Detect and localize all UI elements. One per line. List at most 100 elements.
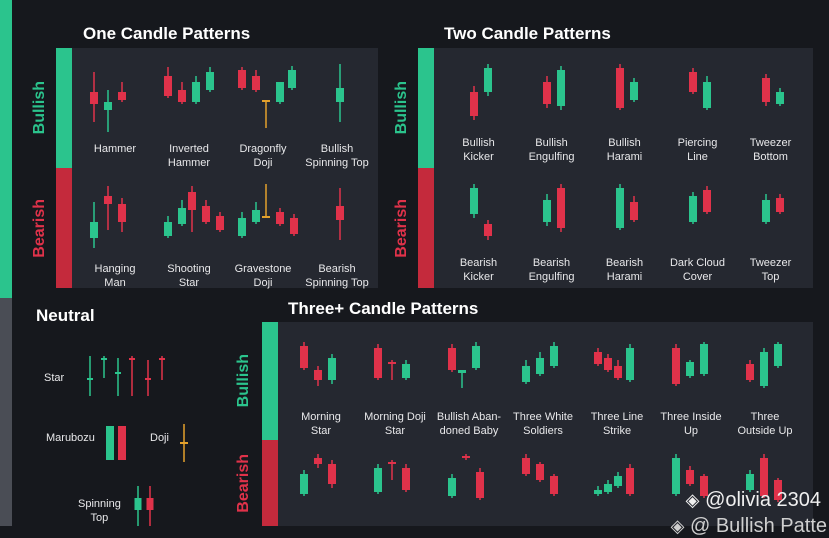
candle-body (700, 344, 708, 374)
candle-body (178, 208, 186, 224)
candle-body (402, 468, 410, 490)
pattern-label: Bullish Kicker (462, 137, 495, 163)
bullish-pattern-card: Hammer (78, 48, 152, 168)
candle-body (106, 426, 114, 460)
pattern-label: Hanging Man (94, 263, 136, 289)
pattern-chart (542, 66, 565, 110)
three-bullish-label: Bullish (235, 354, 252, 408)
candle-body (672, 348, 680, 384)
pattern-label: Three Inside Up (660, 411, 722, 437)
candle-body (252, 210, 260, 222)
pattern-chart (688, 186, 711, 224)
candle-body (180, 442, 188, 444)
two-candle-panel: Bullish Kicker Bullish Engulfing Bullish H… (418, 48, 813, 288)
candle-body (761, 78, 770, 102)
two-candle-title: Two Candle Patterns (444, 24, 611, 43)
candle-body (448, 478, 456, 496)
candle-body (522, 458, 530, 474)
candle-body (688, 196, 697, 222)
candle-body (702, 82, 711, 108)
pattern-chart (300, 342, 336, 386)
candle-body (134, 498, 142, 510)
one-candle-panel: Hammer Inverted Hammer Dragonfly Doji Bulli… (56, 48, 378, 289)
bearish-side (56, 168, 72, 288)
neutral-doji-label: Doji (150, 432, 169, 444)
candle-body (469, 188, 478, 214)
bearish-pattern-chart (672, 454, 708, 498)
candle-body (104, 196, 112, 204)
candle-body (615, 188, 624, 228)
candle-body (536, 464, 544, 480)
bearish-pattern-card: Bearish Spinning Top (300, 168, 374, 289)
candle-body (314, 458, 322, 464)
pattern-label: Tweezer Top (749, 257, 792, 283)
candle-body (129, 358, 135, 360)
candle-body (276, 82, 284, 102)
candle-body (604, 358, 612, 370)
candle-body (288, 70, 296, 88)
candle-body (775, 198, 784, 212)
candle-body (115, 372, 121, 374)
candle-body (118, 92, 126, 100)
candle-body (388, 462, 396, 464)
candle-body (276, 212, 284, 224)
pattern-chart (374, 344, 410, 380)
pattern-chart (336, 64, 344, 122)
pattern-label: Shooting Star (167, 263, 211, 289)
bullish-pattern-card: Piercing Line (661, 48, 734, 168)
candle-body (550, 476, 558, 494)
candle-body (615, 68, 624, 108)
neutral-spinning-label: Spinning Top (78, 498, 121, 524)
bearish-pattern-chart (300, 454, 336, 496)
two-bearish-label-wrap: Bearish (390, 168, 414, 288)
bearish-pattern-card: Shooting Star (152, 168, 226, 289)
pattern-chart (90, 72, 126, 132)
bullish-pattern-card: Bullish Harami (588, 48, 661, 168)
candle-body (472, 346, 480, 368)
candle-body (458, 370, 466, 373)
candle-body (178, 90, 186, 102)
candle-body (388, 362, 396, 364)
pattern-label: Three Outside Up (737, 411, 793, 437)
two-bullish-label: Bullish (393, 81, 410, 135)
one-bearish-label: Bearish (31, 198, 48, 258)
candle-body (374, 468, 382, 492)
bullish-pattern-card: Bullish Kicker (442, 48, 515, 168)
candle-body (336, 88, 344, 102)
candle-body (238, 218, 246, 236)
bullish-pattern-card: Morning Star (284, 322, 358, 440)
candle-body (476, 472, 484, 498)
pattern-chart (448, 342, 480, 388)
neutral-candles (87, 356, 188, 526)
bearish-pattern-card: Hanging Man (78, 168, 152, 289)
bearish-pattern-card: Bearish Kicker (442, 168, 515, 288)
candle-body (336, 206, 344, 220)
candle-body (90, 222, 98, 238)
pattern-label: Morning Doji Star (364, 411, 426, 437)
candle-body (118, 204, 126, 222)
candle-body (90, 92, 98, 104)
candle-body (746, 474, 754, 490)
pattern-chart (542, 184, 565, 232)
pattern-chart (164, 186, 224, 238)
neutral-star-label: Star (44, 372, 65, 384)
bullish-pattern-card: Bullish Aban- doned Baby (432, 322, 506, 440)
bearish-pattern-chart (522, 454, 558, 496)
pattern-chart (336, 188, 344, 240)
candle-body (629, 202, 638, 220)
pattern-chart (238, 184, 298, 238)
bearish-pattern-chart (374, 460, 410, 494)
candle-body (462, 456, 470, 458)
bullish-pattern-card: Three White Soldiers (506, 322, 580, 440)
candle-body (686, 362, 694, 376)
one-candle-title: One Candle Patterns (83, 24, 251, 43)
pattern-chart (761, 194, 784, 224)
pattern-chart (688, 68, 711, 110)
bearish-pattern-card: Dark Cloud Cover (661, 168, 734, 288)
candle-body (483, 224, 492, 236)
candle-body (164, 76, 172, 96)
candle-body (556, 70, 565, 106)
candle-body (700, 476, 708, 496)
candle-body (290, 218, 298, 234)
pattern-chart (469, 64, 492, 120)
